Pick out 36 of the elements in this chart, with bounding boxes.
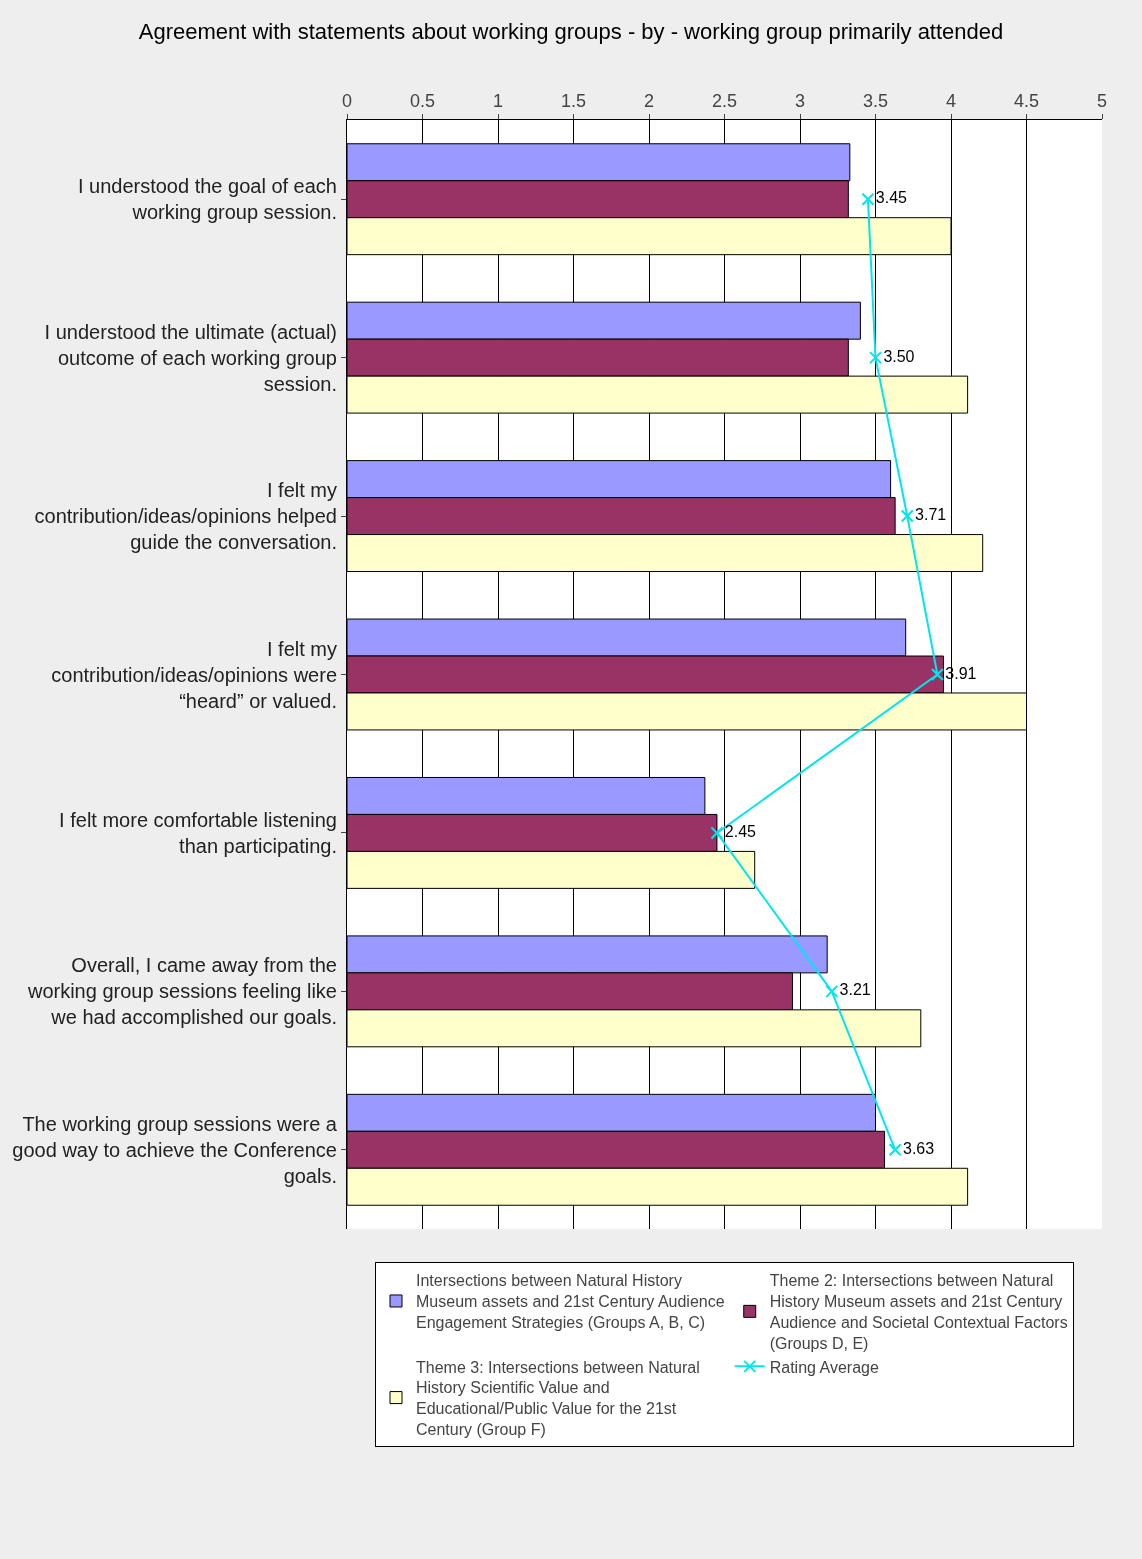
- y-tick-label: The working group sessions were a good way to achieve the Conference goals.: [12, 1112, 338, 1187]
- y-tick-label: Overall, I came away from the working group sessions feeling like we had accomplished our goals.: [26, 954, 337, 1029]
- data-label: 3.21: [839, 981, 871, 999]
- data-label: 3.63: [903, 1139, 935, 1157]
- legend-label: Theme 2: Intersections between Natural History Museum assets and 21st Century Audience and Societal Contextual Factors (Groups D, E): [769, 1272, 1068, 1352]
- data-label: 2.45: [724, 822, 757, 840]
- x-tick-label: 0: [341, 90, 353, 111]
- point: [888, 1143, 902, 1157]
- point: [710, 826, 724, 840]
- y-tick-label: I felt my contribution/ideas/opinions were “heard” or valued.: [51, 637, 337, 712]
- legend-label: Intersections between Natural History Museum assets and 21st Century Audience Engagement Strategies (Groups A, B, C): [416, 1272, 725, 1332]
- x-tick-label: 4.5: [1013, 90, 1040, 111]
- data-label: 3.45: [875, 189, 908, 207]
- legend-label: Rating Average: [769, 1358, 879, 1376]
- point: [900, 509, 914, 523]
- data-label: 3.71: [915, 506, 947, 524]
- point: [861, 192, 875, 206]
- data-label: 3.50: [883, 347, 915, 365]
- point: [869, 351, 882, 365]
- x-tick-label: 1: [492, 90, 504, 111]
- y-tick-label: I understood the ultimate (actual) outcome of each working group session.: [44, 320, 337, 395]
- x-tick-label: 2: [643, 90, 655, 111]
- point: [930, 668, 944, 681]
- x-tick-label: 0.5: [409, 90, 436, 111]
- x-tick-label: 2.5: [711, 90, 738, 111]
- y-tick-label: I felt my contribution/ideas/opinions helped guide the conversation.: [34, 479, 337, 554]
- legend-label: Theme 3: Intersections between Natural History Scientific Value and Educational/Public Value for the 21st Century (Group F): [416, 1358, 700, 1439]
- x-tick-label: 5: [1096, 90, 1108, 111]
- x-tick-label: 3.5: [862, 90, 889, 111]
- x-tick-label: 1.5: [560, 90, 587, 111]
- y-tick-label: I understood the goal of each working group session.: [77, 175, 337, 224]
- x-tick-label: 3: [794, 90, 806, 111]
- chart-title: Agreement with statements about working groups - by - working group primarily attended: [138, 18, 1004, 44]
- point: [825, 984, 839, 998]
- y-tick-label: I felt more comfortable listening than participating.: [59, 808, 337, 857]
- x-tick-label: 4: [945, 90, 957, 111]
